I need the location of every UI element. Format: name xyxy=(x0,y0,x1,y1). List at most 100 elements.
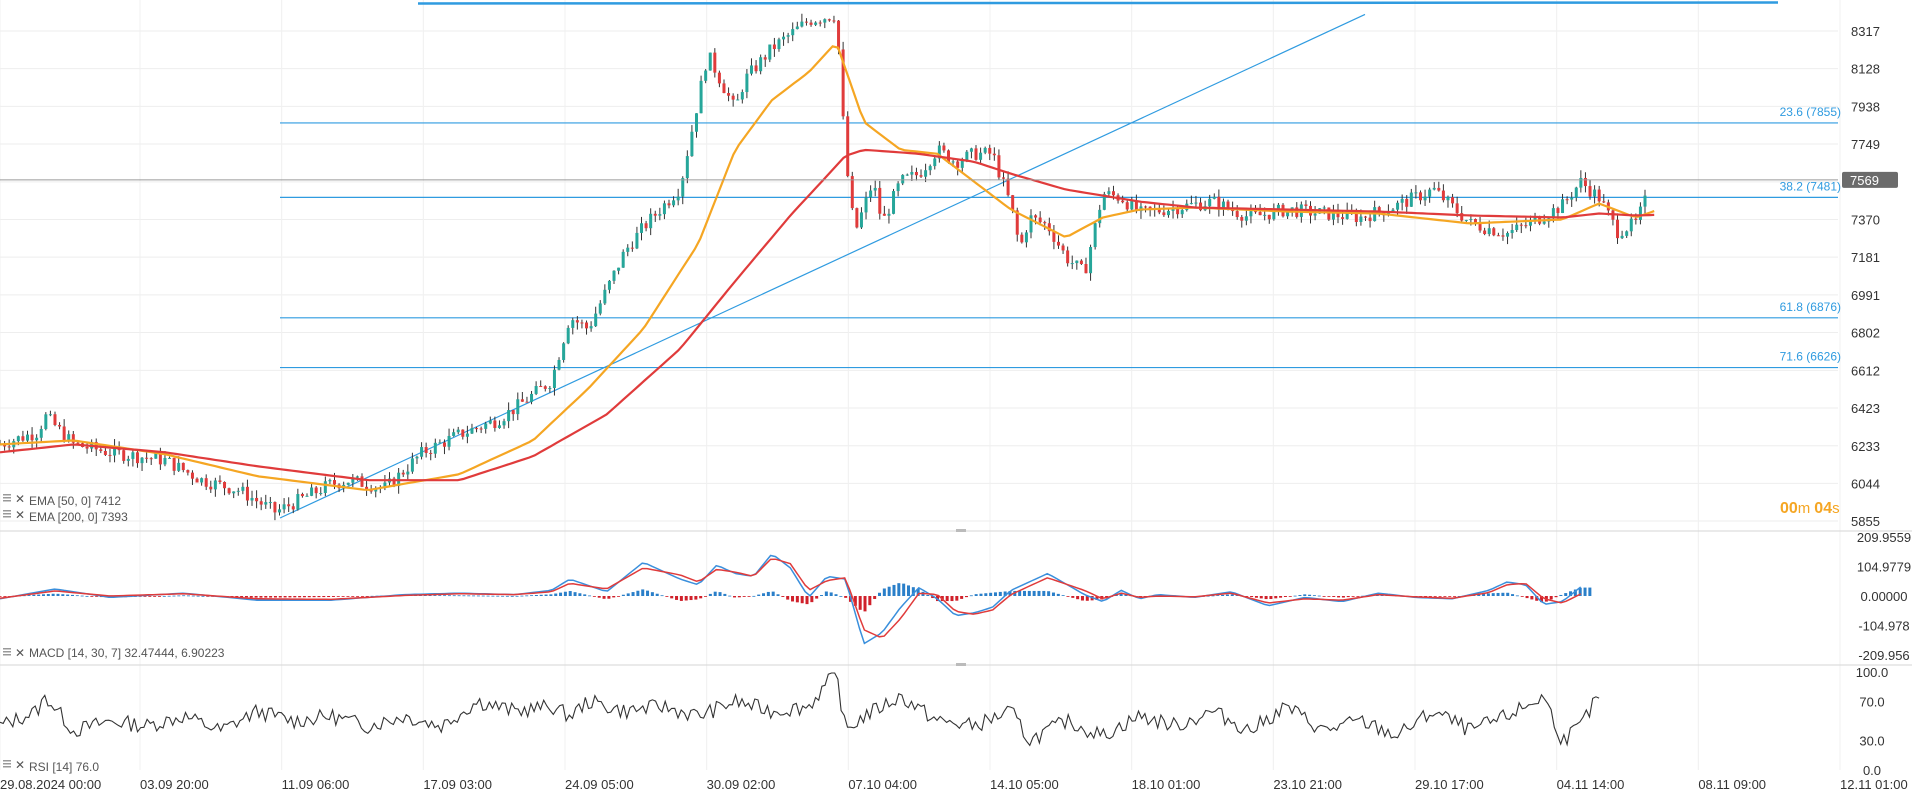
macd-histogram-bar xyxy=(520,595,524,597)
candle-body xyxy=(653,213,657,216)
price-tick-label: 5855 xyxy=(1851,514,1880,529)
candle-body xyxy=(1588,186,1592,197)
candle-body xyxy=(1006,178,1010,196)
macd-histogram-bar xyxy=(1056,593,1060,596)
candle-body xyxy=(1020,234,1024,243)
macd-histogram-bar xyxy=(1525,596,1529,599)
candle-body xyxy=(1341,217,1345,219)
candle-body xyxy=(314,487,318,494)
candle-body xyxy=(882,213,886,216)
candle-body xyxy=(878,187,882,214)
close-icon[interactable]: ✕ xyxy=(15,758,25,772)
candle-body xyxy=(525,401,529,403)
macd-histogram-bar xyxy=(510,595,514,597)
macd-histogram-bar xyxy=(240,596,244,598)
resize-handle[interactable] xyxy=(956,663,966,666)
macd-histogram-bar xyxy=(868,596,872,606)
macd-histogram-bar xyxy=(438,595,442,597)
fib-high-line[interactable] xyxy=(417,1,1779,5)
macd-histogram-bar xyxy=(723,593,727,596)
macd-axis: 209.9559 104.9779 0.00000 -104.978 -209.956 xyxy=(1857,530,1911,663)
macd-histogram-bar xyxy=(433,595,437,596)
macd-histogram-bar xyxy=(1037,590,1041,596)
macd-histogram-bar xyxy=(491,595,495,597)
candle-body xyxy=(988,147,992,154)
candle-body xyxy=(1579,177,1583,188)
rsi-legend[interactable]: ✕ RSI [14] 76.0 xyxy=(3,758,99,774)
resize-handle[interactable] xyxy=(956,529,966,532)
macd-histogram-bar xyxy=(1254,596,1258,598)
macd-histogram-bar xyxy=(249,596,253,598)
candle-body xyxy=(1634,218,1638,220)
macd-histogram-bar xyxy=(186,595,190,597)
close-icon[interactable]: ✕ xyxy=(15,508,25,522)
macd-histogram-bar xyxy=(911,587,915,596)
candle-body xyxy=(1501,235,1505,237)
candle-body xyxy=(71,434,75,443)
trendline[interactable] xyxy=(279,13,1366,519)
candle-body xyxy=(768,44,772,60)
candle-body xyxy=(227,488,231,494)
candle-body xyxy=(832,20,836,22)
candle-body xyxy=(282,504,286,510)
macd-histogram-bar xyxy=(278,596,282,598)
fibonacci-levels[interactable]: 23.6 (7855) 38.2 (7481) 61.8 (6876) 71.6 (6… xyxy=(280,1,1841,369)
macd-histogram-bar xyxy=(1225,594,1229,596)
macd-panel[interactable]: 209.9559104.97790.00000-104.978-209.956 … xyxy=(0,530,1911,663)
candle-body xyxy=(1244,216,1248,221)
close-icon[interactable]: ✕ xyxy=(15,646,25,660)
time-tick-label: 04.11 14:00 xyxy=(1557,777,1625,792)
macd-histogram-bar xyxy=(462,595,466,597)
candle-body xyxy=(896,183,900,192)
trendline-segment[interactable] xyxy=(279,13,1366,519)
ema200-legend[interactable]: ✕ EMA [200, 0] 7393 xyxy=(3,508,128,524)
price-panel[interactable]: 23.6 (7855) 38.2 (7481) 61.8 (6876) 71.6 (6… xyxy=(0,1,1898,530)
macd-histogram-bar xyxy=(1003,591,1007,596)
price-axis[interactable]: 8317812879387749755973707181699168026612… xyxy=(1851,24,1880,529)
candle-body xyxy=(1024,232,1028,243)
candle-body xyxy=(346,482,350,485)
macd-legend[interactable]: ✕ MACD [14, 30, 7] 32.47444, 6.90223 xyxy=(3,646,225,660)
candle-body xyxy=(722,83,726,94)
time-axis[interactable]: 29.08.2024 00:00 03.09 20:00 11.09 06:00 17… xyxy=(0,777,1908,792)
macd-histogram-bar xyxy=(1588,587,1592,596)
macd-histogram-bar xyxy=(776,594,780,596)
candle-body xyxy=(287,504,291,507)
fib-level-label: 23.6 (7855) xyxy=(1780,105,1841,119)
candle-body xyxy=(1134,200,1138,212)
candle-body xyxy=(406,471,410,475)
macd-histogram-bar xyxy=(206,596,210,597)
close-icon[interactable]: ✕ xyxy=(15,492,25,506)
candle-body xyxy=(99,449,103,451)
candle-body xyxy=(351,477,355,483)
macd-histogram-bar xyxy=(1424,596,1428,597)
macd-histogram-bar xyxy=(27,595,31,596)
candle-body xyxy=(1510,230,1514,234)
rsi-panel[interactable]: 100.0 70.0 30.0 0.0 ✕ RSI [14] 76.0 xyxy=(0,665,1888,778)
candle-body xyxy=(937,145,941,159)
candle-body xyxy=(1625,231,1629,236)
candle-body xyxy=(140,457,144,464)
candle-body xyxy=(39,429,43,438)
macd-histogram-bar xyxy=(573,592,577,596)
candle-body xyxy=(250,497,254,501)
candle-body xyxy=(1643,195,1647,207)
macd-histogram-bar xyxy=(873,596,877,599)
candle-body xyxy=(305,495,309,497)
macd-histogram-bar xyxy=(757,594,761,596)
candle-body xyxy=(933,158,937,167)
candle-body xyxy=(864,197,868,213)
candle-body xyxy=(1263,214,1267,216)
candle-body xyxy=(694,113,698,132)
candle-body xyxy=(1038,217,1042,223)
candle-body xyxy=(268,502,272,504)
candle-body xyxy=(1066,250,1070,264)
candle-body xyxy=(25,434,29,441)
ema50-legend[interactable]: ✕ EMA [50, 0] 7412 xyxy=(3,492,121,508)
candle-body xyxy=(1029,215,1033,233)
macd-histogram-bar xyxy=(1264,596,1268,600)
macd-histogram-bar xyxy=(191,595,195,597)
candle-body xyxy=(236,490,240,492)
macd-histogram-bar xyxy=(708,593,712,596)
